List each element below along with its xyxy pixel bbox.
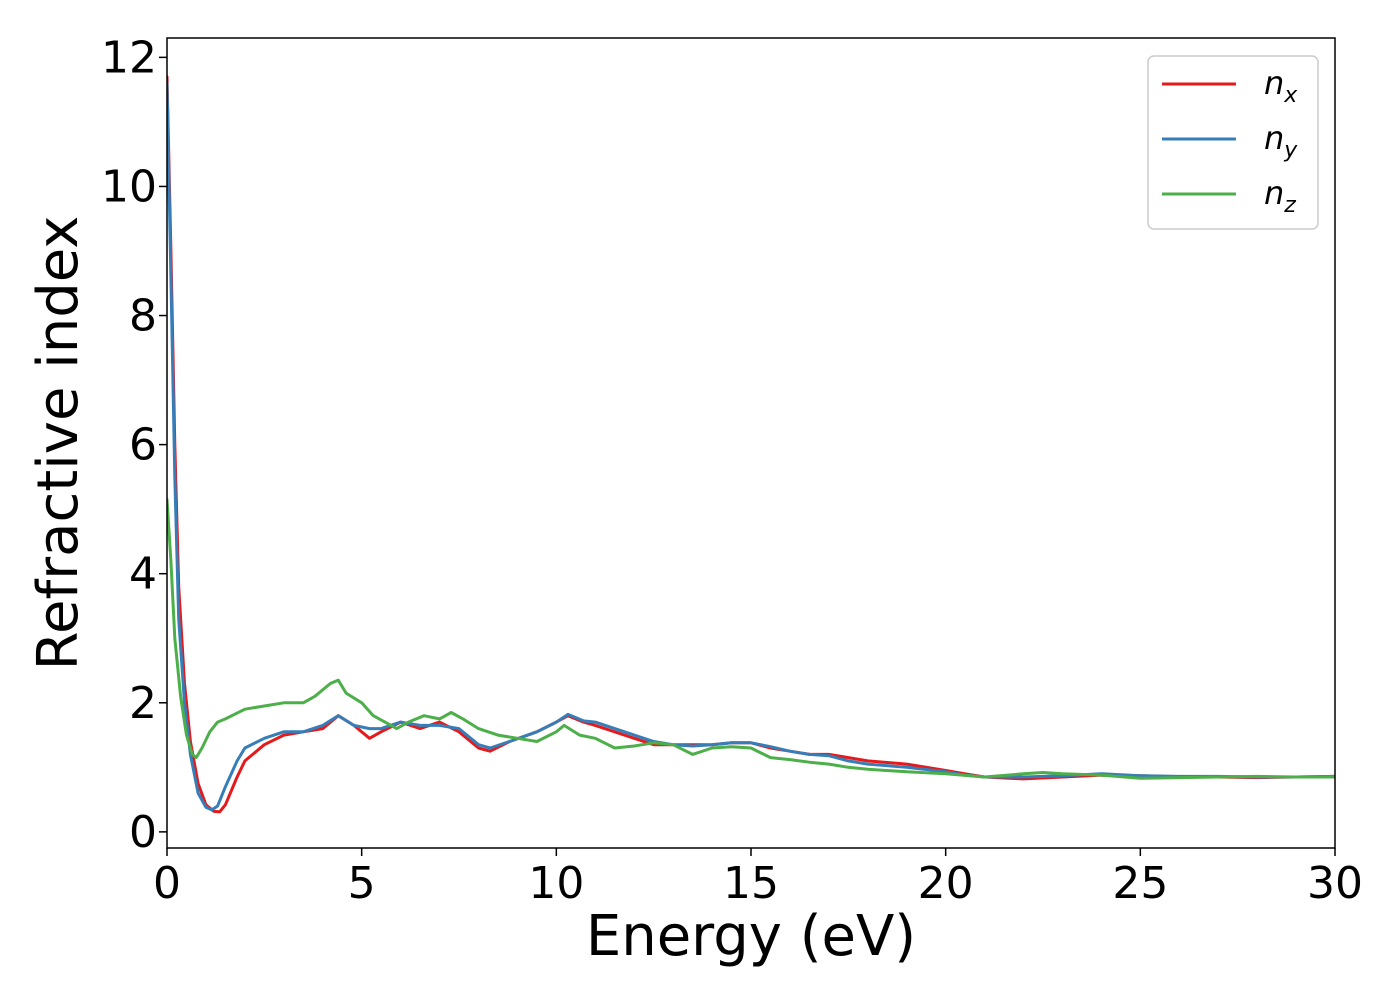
x-axis-ticks: 0 5 10 15 20 25 30 <box>153 848 1363 909</box>
y-tick-label: 6 <box>129 420 157 471</box>
y-axis-ticks: 0 2 4 6 8 10 12 <box>101 32 167 858</box>
y-tick-label: 2 <box>129 678 157 729</box>
legend-label-ny: ny <box>1264 119 1298 163</box>
x-tick-label: 10 <box>528 858 584 909</box>
x-tick-label: 30 <box>1307 858 1363 909</box>
y-tick-label: 10 <box>101 161 157 212</box>
x-axis-title: Energy (eV) <box>586 904 916 969</box>
x-tick-label: 15 <box>723 858 779 909</box>
series-layer <box>167 75 1335 814</box>
series-line-nz <box>167 498 1335 780</box>
legend-label-nx: nx <box>1264 64 1298 108</box>
legend: nx ny nz <box>1147 55 1319 230</box>
y-axis-title: Refractive index <box>26 216 91 671</box>
y-tick-label: 4 <box>129 549 157 600</box>
y-tick-label: 8 <box>129 291 157 342</box>
legend-box <box>1147 55 1319 230</box>
y-tick-label: 0 <box>129 807 157 858</box>
legend-label-nz: nz <box>1264 174 1296 218</box>
y-tick-label: 12 <box>101 32 157 83</box>
x-tick-label: 0 <box>153 858 181 909</box>
x-tick-label: 5 <box>348 858 376 909</box>
x-tick-label: 25 <box>1112 858 1168 909</box>
x-tick-label: 20 <box>918 858 974 909</box>
